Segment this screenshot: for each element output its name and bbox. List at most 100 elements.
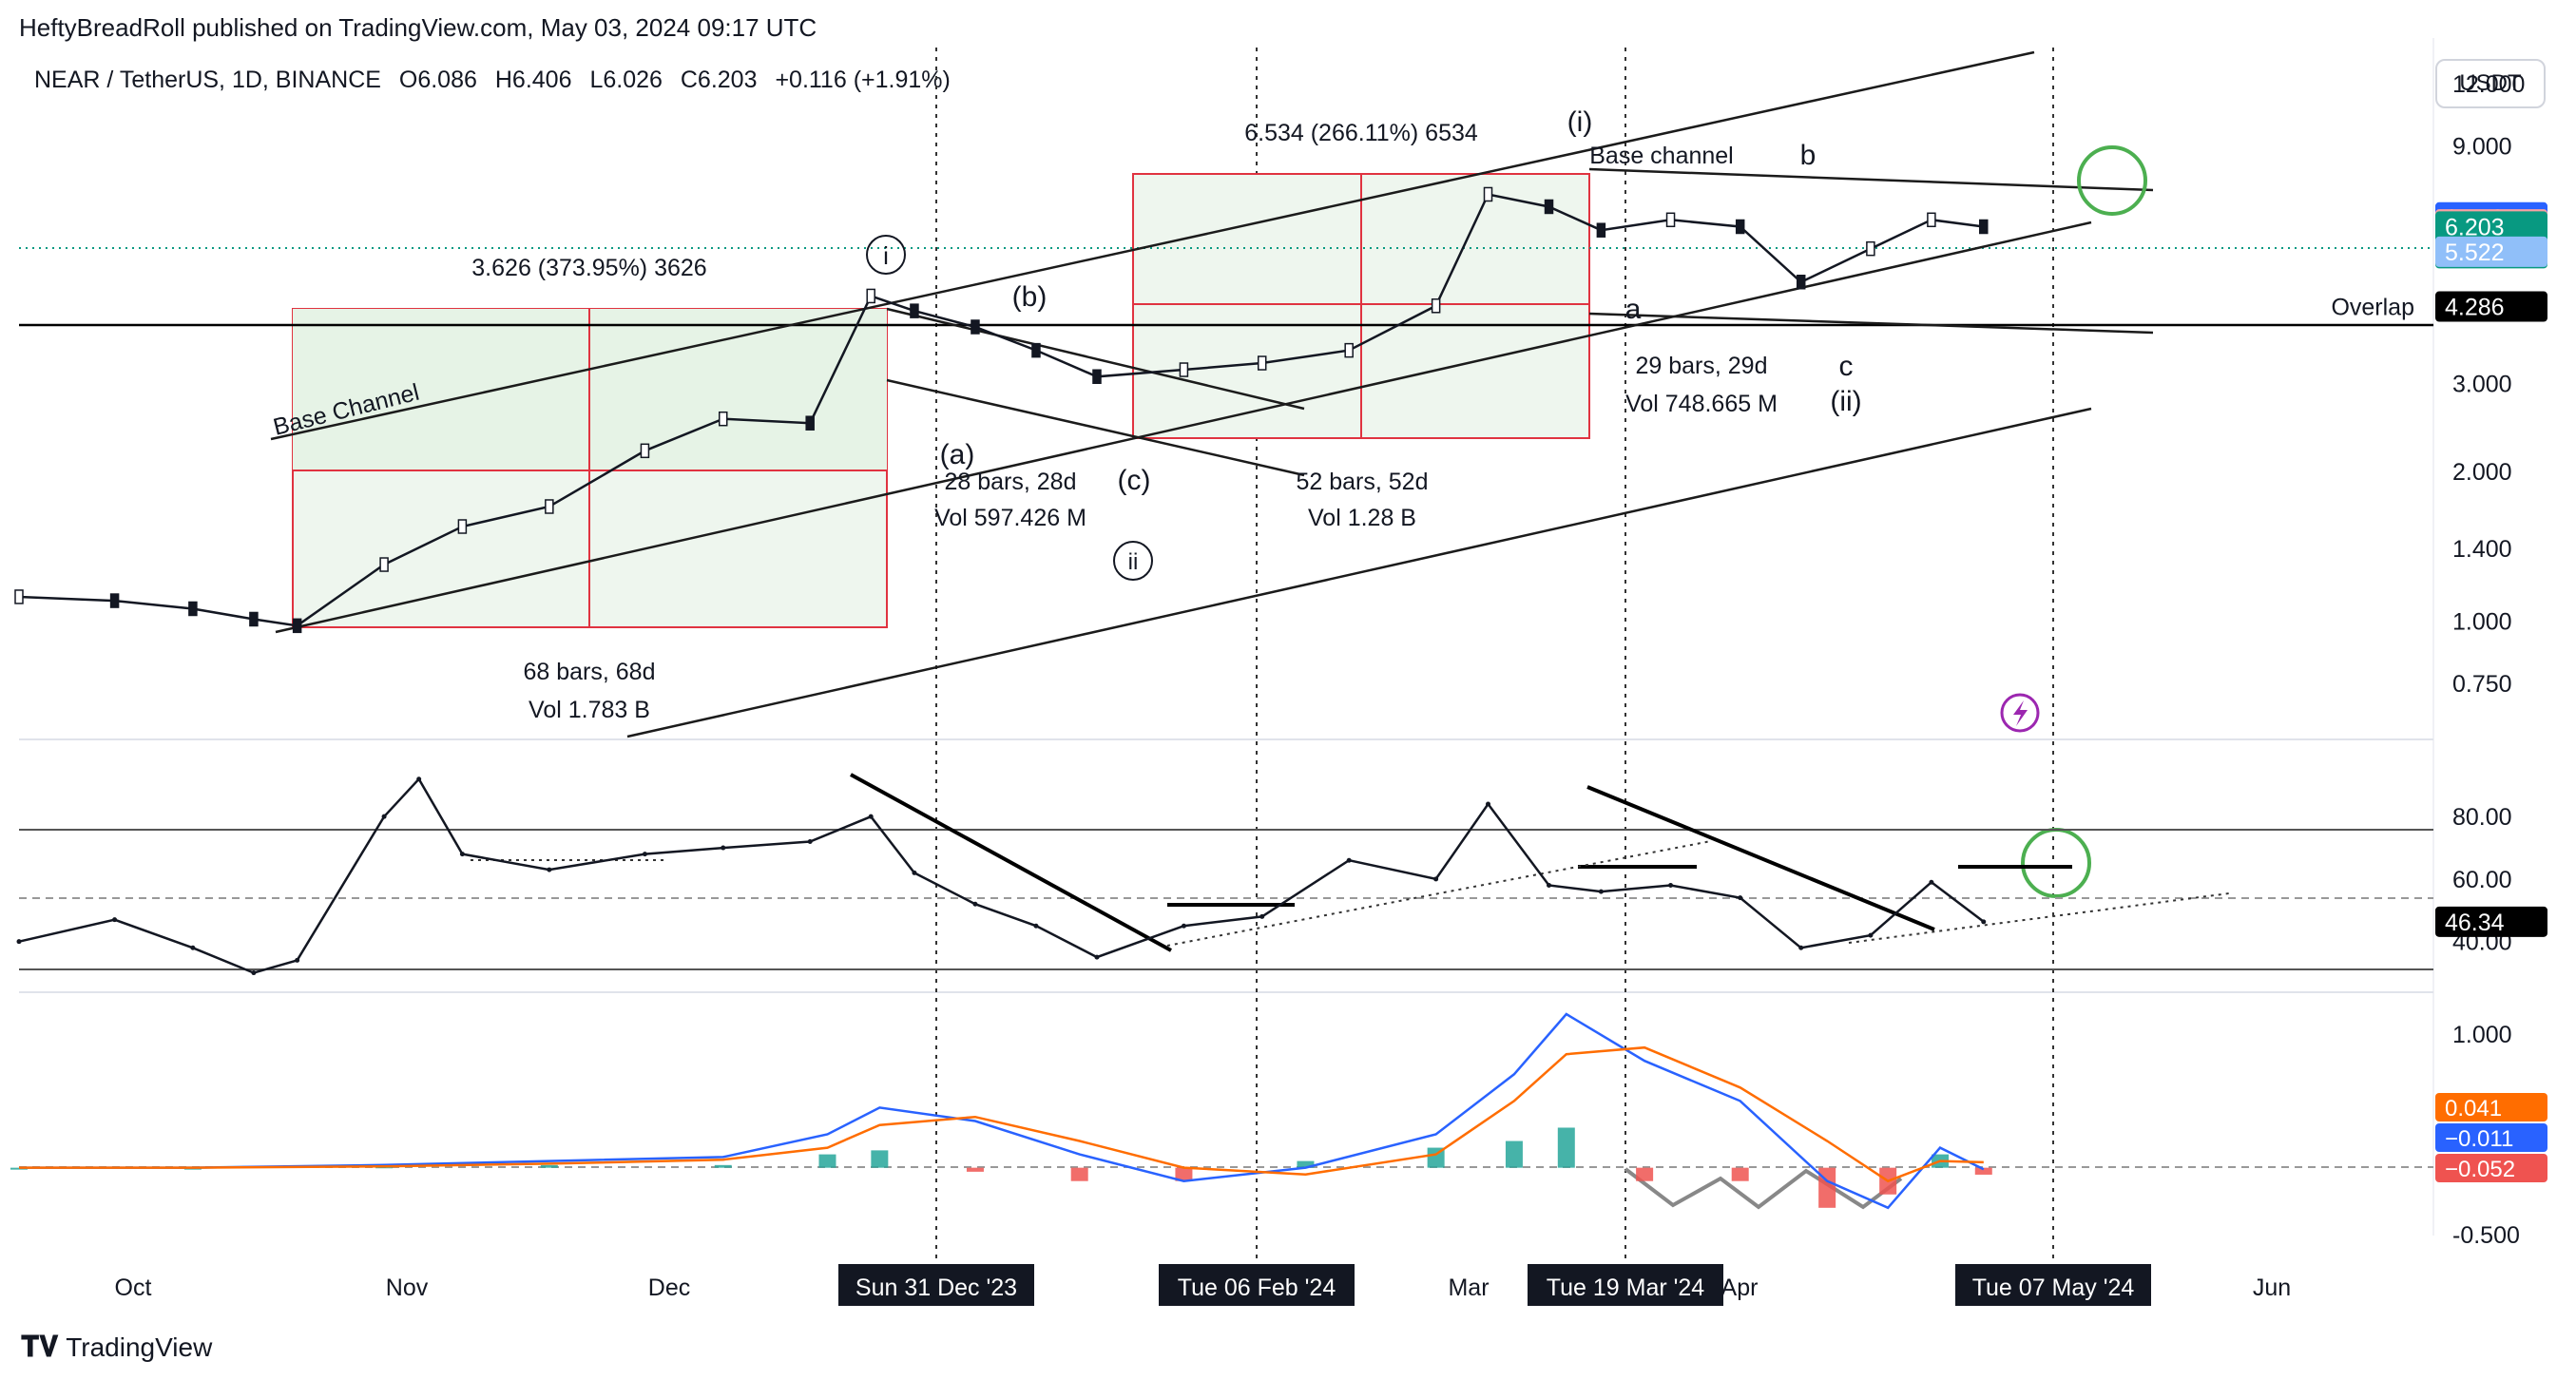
tradingview-logo[interactable]: 𝐓𝐕 TradingView <box>21 1331 212 1364</box>
macd-histogram-bar[interactable] <box>714 1164 732 1168</box>
macd-histogram-bar[interactable] <box>1818 1167 1836 1208</box>
rsi-point[interactable] <box>416 776 422 782</box>
price-axis-tick[interactable]: 2.000 <box>2452 459 2512 486</box>
rsi-point[interactable] <box>16 939 22 945</box>
macd-histogram-bar[interactable] <box>1175 1167 1193 1181</box>
rsi-point[interactable] <box>1598 889 1604 894</box>
price-axis-tick[interactable]: 9.000 <box>2452 134 2512 161</box>
time-axis-tick[interactable]: Mar <box>1448 1275 1489 1301</box>
macd-axis-tick[interactable]: -0.500 <box>2452 1222 2520 1249</box>
price-candle[interactable] <box>109 593 120 608</box>
time-axis-tick[interactable]: Dec <box>648 1275 690 1301</box>
time-axis-tick[interactable]: Oct <box>115 1275 152 1301</box>
macd-signal-line[interactable] <box>19 1045 1984 1183</box>
price-candle[interactable] <box>910 303 919 318</box>
time-axis-tick[interactable]: Apr <box>1721 1275 1759 1301</box>
price-candle[interactable] <box>640 443 650 459</box>
price-candle[interactable] <box>1596 222 1606 238</box>
base-channel-lower[interactable] <box>275 220 2092 634</box>
price-candle[interactable] <box>457 519 468 534</box>
highlight-circle-price[interactable] <box>2077 145 2147 216</box>
macd-histogram-bar[interactable] <box>1636 1167 1654 1181</box>
price-axis-tick[interactable]: 1.000 <box>2452 609 2512 636</box>
base-channel-upper[interactable] <box>270 50 2035 441</box>
macd-line[interactable] <box>19 1012 1985 1210</box>
macd-histogram-bar[interactable] <box>1974 1167 1992 1175</box>
channel-parallel[interactable] <box>626 407 2092 738</box>
rsi-point[interactable] <box>459 852 465 857</box>
price-candle[interactable] <box>1092 369 1102 385</box>
rsi-point[interactable] <box>1181 923 1186 929</box>
rsi-trendlines[interactable] <box>850 773 2072 952</box>
macd-histogram-bar[interactable] <box>1557 1127 1575 1168</box>
rsi-point[interactable] <box>1798 945 1804 950</box>
rsi-point[interactable] <box>721 845 726 851</box>
rsi-point[interactable] <box>1433 876 1439 882</box>
price-axis-tick[interactable]: 3.000 <box>2452 372 2512 398</box>
price-candle[interactable] <box>379 557 389 572</box>
rsi-plot[interactable] <box>16 776 1987 976</box>
trend-lines[interactable] <box>270 50 2154 738</box>
time-axis-marker[interactable]: Tue 19 Mar '24 <box>1547 1275 1705 1301</box>
macd-plot[interactable] <box>10 1012 1992 1210</box>
rsi-point[interactable] <box>190 945 196 950</box>
rsi-point[interactable] <box>807 838 813 844</box>
rsi-point[interactable] <box>1668 883 1674 889</box>
price-candle[interactable] <box>1431 298 1441 314</box>
rsi-point[interactable] <box>381 814 387 819</box>
price-candle[interactable] <box>866 288 875 304</box>
price-candle[interactable] <box>1927 212 1936 228</box>
price-candle[interactable] <box>14 589 24 604</box>
axes[interactable]: 12.000 9.000 3.000 2.000 1.400 1.000 0.750 80.0… <box>115 71 2526 1306</box>
highlight-circle-rsi[interactable] <box>2021 828 2091 898</box>
macd-histogram-bar[interactable] <box>1731 1167 1749 1181</box>
time-axis-tick[interactable]: Jun <box>2253 1275 2291 1301</box>
price-candle[interactable] <box>545 499 554 514</box>
price-axis-tick[interactable]: 1.400 <box>2452 536 2512 563</box>
macd-histogram-bar[interactable] <box>966 1167 984 1172</box>
macd-histogram-bar[interactable] <box>1070 1167 1088 1181</box>
price-candle[interactable] <box>718 411 728 427</box>
rsi-point[interactable] <box>1868 932 1874 938</box>
price-candle[interactable] <box>805 415 815 431</box>
rsi-point[interactable] <box>1094 954 1100 960</box>
rsi-point[interactable] <box>642 852 647 857</box>
price-candle[interactable] <box>1665 212 1676 228</box>
price-candle[interactable] <box>292 618 302 634</box>
rsi-point[interactable] <box>547 867 552 872</box>
rsi-downtrend-1[interactable] <box>850 773 1172 952</box>
price-candle[interactable] <box>1544 199 1554 215</box>
price-candle[interactable] <box>1344 342 1354 358</box>
base-channel-2-lower[interactable] <box>1588 312 2154 335</box>
price-candle[interactable] <box>188 601 198 617</box>
macd-axis-tick[interactable]: 1.000 <box>2452 1022 2512 1048</box>
rsi-axis-tick[interactable]: 60.00 <box>2452 867 2512 893</box>
rsi-point[interactable] <box>251 970 257 976</box>
price-plot[interactable] <box>14 186 1989 634</box>
rsi-line[interactable] <box>18 776 1985 974</box>
price-candle[interactable] <box>1257 355 1267 371</box>
price-axis-tick[interactable]: 0.750 <box>2452 671 2512 698</box>
price-candle[interactable] <box>1796 275 1806 290</box>
price-candle[interactable] <box>971 319 980 335</box>
rsi-point[interactable] <box>1259 913 1265 919</box>
price-candle[interactable] <box>1031 342 1041 358</box>
time-axis-marker[interactable]: Sun 31 Dec '23 <box>855 1275 1017 1301</box>
macd-histogram-bar[interactable] <box>871 1150 889 1168</box>
time-axis-tick[interactable]: Nov <box>386 1275 429 1301</box>
rsi-point[interactable] <box>112 917 118 923</box>
macd-histogram-bar[interactable] <box>540 1164 558 1168</box>
rsi-point[interactable] <box>1346 857 1352 863</box>
macd-zigzag-drawing[interactable] <box>1624 1167 1903 1210</box>
rsi-point[interactable] <box>295 957 300 963</box>
correction-lower[interactable] <box>886 378 1305 477</box>
rsi-point[interactable] <box>912 870 917 875</box>
lightning-icon[interactable] <box>2000 693 2040 733</box>
price-candle[interactable] <box>1735 219 1745 235</box>
price-candle[interactable] <box>1179 362 1189 377</box>
price-candle[interactable] <box>1866 240 1875 257</box>
price-candle[interactable] <box>1483 186 1493 202</box>
rsi-axis-tick[interactable]: 80.00 <box>2452 804 2512 831</box>
rsi-point[interactable] <box>1547 883 1552 889</box>
